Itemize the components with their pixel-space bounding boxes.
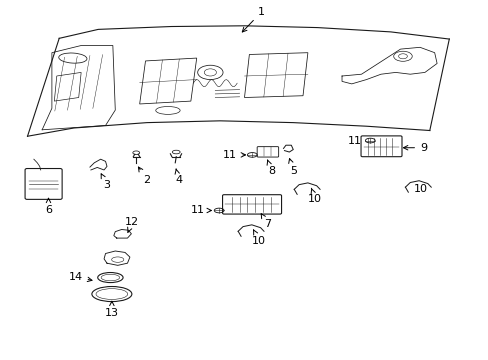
Text: 11: 11 [347,136,361,145]
Text: 8: 8 [266,160,274,176]
Text: 11: 11 [223,150,245,160]
Text: 10: 10 [307,188,322,204]
Text: 6: 6 [45,198,52,215]
Text: 4: 4 [175,169,182,185]
Text: 13: 13 [104,301,119,318]
Text: 10: 10 [252,230,265,246]
Text: 1: 1 [242,7,264,32]
Text: 12: 12 [125,217,139,232]
Text: 7: 7 [261,214,271,229]
Text: 3: 3 [101,174,110,190]
Text: 11: 11 [190,206,211,216]
Text: 10: 10 [413,184,427,194]
Text: 9: 9 [403,143,427,153]
Text: 14: 14 [68,272,92,282]
Text: 2: 2 [138,167,150,185]
Text: 5: 5 [288,159,296,176]
